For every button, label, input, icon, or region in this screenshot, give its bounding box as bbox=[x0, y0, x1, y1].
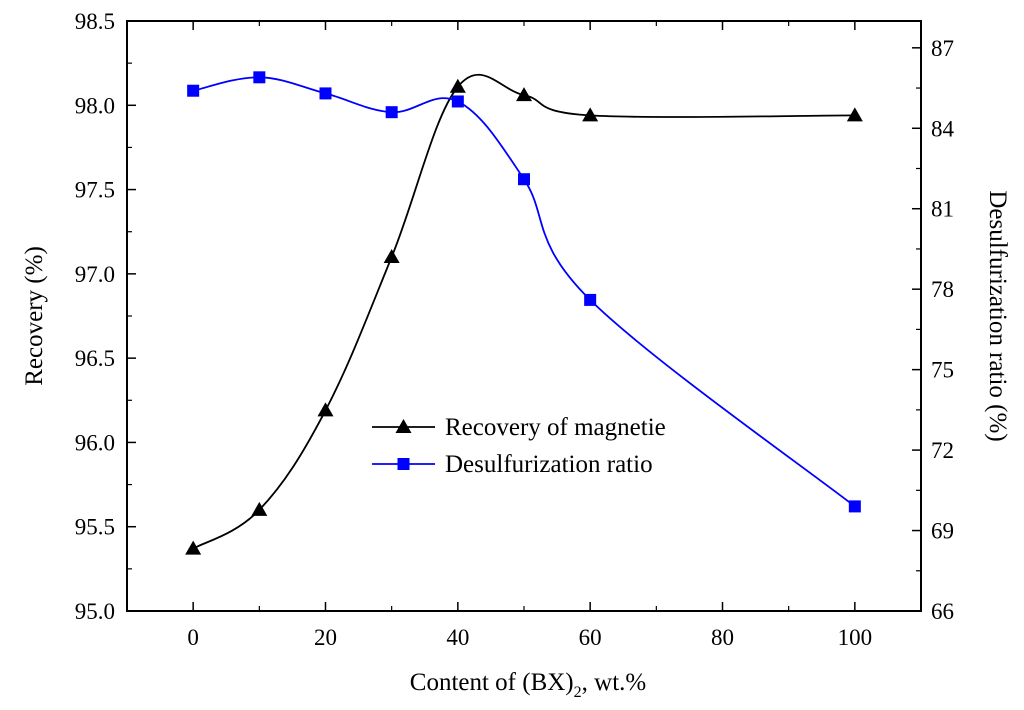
data-point-triangle bbox=[582, 107, 599, 122]
y2-tick-label: 75 bbox=[931, 358, 954, 383]
y-tick-label: 97.0 bbox=[75, 262, 115, 287]
legend-label: Desulfurization ratio bbox=[445, 451, 653, 478]
y2-tick-label: 81 bbox=[931, 197, 954, 222]
data-point-square bbox=[848, 500, 861, 513]
y-tick-label: 98.0 bbox=[75, 93, 115, 118]
data-point-triangle bbox=[251, 501, 268, 516]
y2-tick-label: 84 bbox=[931, 116, 955, 141]
x-tick-label: 0 bbox=[187, 625, 199, 650]
series-line-0 bbox=[192, 73, 855, 550]
y-tick-label: 96.0 bbox=[75, 430, 115, 455]
data-point-square bbox=[451, 95, 464, 108]
x-tick-label: 100 bbox=[838, 625, 873, 650]
y2-tick-label: 69 bbox=[931, 519, 954, 544]
data-point-square bbox=[584, 293, 597, 306]
x-axis-title-tail: , wt.% bbox=[582, 669, 647, 696]
data-point-square bbox=[319, 87, 332, 100]
data-point-square bbox=[518, 173, 530, 186]
y-tick-label: 95.0 bbox=[75, 599, 115, 624]
data-point-triangle bbox=[383, 249, 400, 263]
data-point-triangle bbox=[317, 402, 334, 417]
y2-axis-title: Desulfurization ratio (%) bbox=[984, 190, 1011, 441]
x-axis-title: Content of (BX)2, wt.% bbox=[410, 669, 646, 701]
x-axis-title-main: Content of (BX) bbox=[410, 669, 574, 696]
y2-tick-label: 72 bbox=[931, 438, 954, 463]
y-tick-label: 96.5 bbox=[75, 346, 115, 371]
y2-tick-label: 66 bbox=[931, 599, 954, 624]
legend-label: Recovery of magnetie bbox=[445, 414, 666, 441]
data-point-square bbox=[187, 84, 200, 97]
data-point-triangle bbox=[516, 87, 532, 102]
series-line-1 bbox=[192, 76, 856, 508]
x-tick-label: 20 bbox=[314, 625, 337, 650]
y-tick-label: 95.5 bbox=[75, 515, 115, 540]
x-tick-label: 40 bbox=[446, 625, 469, 650]
data-point-square bbox=[385, 106, 398, 119]
x-tick-label: 80 bbox=[711, 625, 734, 650]
data-point-triangle bbox=[449, 78, 466, 93]
y-tick-label: 97.5 bbox=[75, 178, 115, 203]
y2-tick-label: 78 bbox=[931, 277, 954, 302]
legend: Recovery of magnetie Desulfurization rati… bbox=[372, 414, 666, 478]
x-tick-label: 60 bbox=[579, 625, 602, 650]
data-point-triangle bbox=[185, 540, 202, 555]
data-point-triangle bbox=[846, 107, 863, 122]
y-tick-label: 98.5 bbox=[75, 9, 115, 34]
data-point-square bbox=[253, 71, 266, 84]
x-axis-title-subscript: 2 bbox=[574, 684, 582, 701]
legend-marker-square bbox=[397, 458, 410, 470]
y-axis-title: Recovery (%) bbox=[21, 246, 48, 386]
legend-marker-triangle bbox=[395, 419, 412, 433]
y2-tick-label: 87 bbox=[931, 36, 954, 61]
